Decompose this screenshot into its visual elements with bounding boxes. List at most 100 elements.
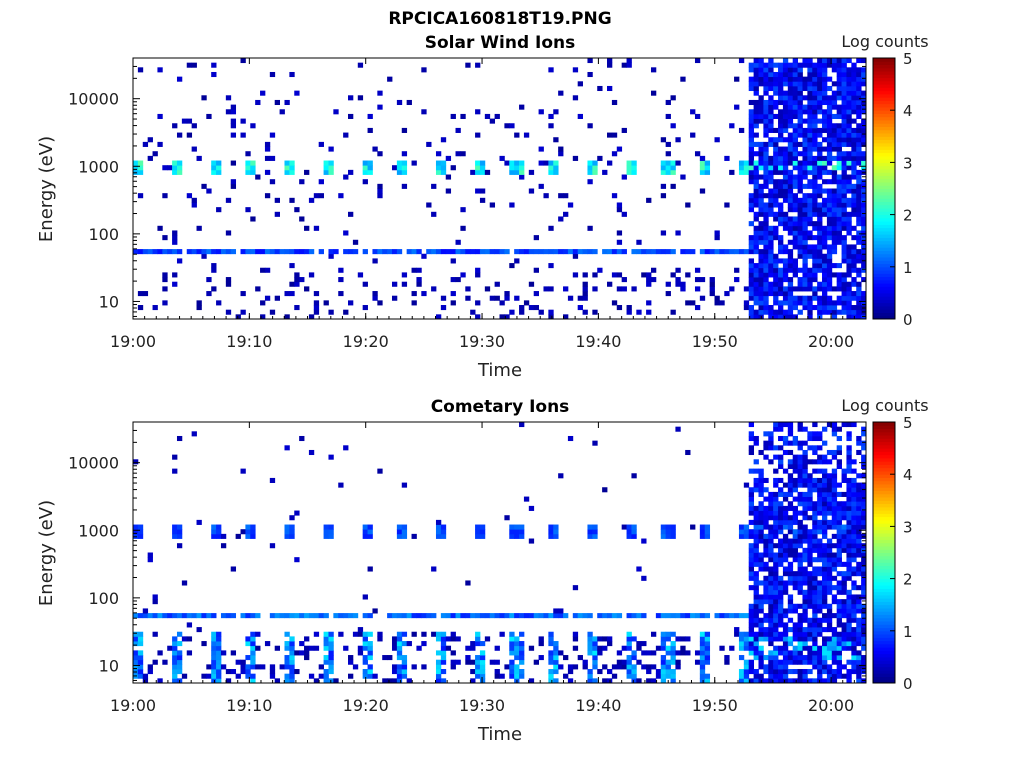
colorbar-step: [873, 523, 895, 527]
heatmap-cell: [763, 580, 769, 586]
heatmap-cell: [133, 613, 139, 619]
heatmap-cell: [699, 645, 706, 651]
heatmap-cell: [851, 85, 857, 92]
heatmap-cell: [851, 468, 857, 474]
heatmap-cell: [738, 160, 745, 166]
heatmap-cell: [861, 524, 867, 530]
heatmap-cell: [137, 529, 144, 535]
heatmap-cell: [856, 281, 862, 287]
heatmap-cell: [797, 281, 803, 287]
heatmap-cell: [680, 249, 686, 255]
colorbar-step: [873, 175, 895, 180]
heatmap-cell: [768, 617, 774, 623]
heatmap-cell: [841, 81, 847, 87]
heatmap-cell: [778, 435, 784, 442]
heatmap-cell: [812, 277, 818, 283]
colorbar-frame: [872, 57, 896, 320]
heatmap-cell: [548, 524, 554, 530]
heatmap-cell: [846, 463, 852, 470]
colorbar-step: [873, 286, 895, 291]
heatmap-cell: [631, 669, 637, 675]
heatmap-cell: [807, 62, 813, 68]
heatmap-cell: [758, 239, 764, 245]
heatmap-cell: [822, 197, 828, 203]
heatmap-cell: [861, 202, 867, 208]
heatmap-cell: [836, 309, 842, 315]
heatmap-cell: [699, 636, 706, 642]
heatmap-cell: [768, 104, 774, 110]
heatmap-cell: [748, 249, 755, 255]
heatmap-cell: [694, 613, 701, 619]
heatmap-cell: [792, 650, 798, 656]
heatmap-cell: [465, 580, 471, 586]
heatmap-cell: [435, 169, 442, 175]
heatmap-cell: [846, 431, 852, 437]
heatmap-cell: [387, 249, 393, 255]
heatmap-cell: [782, 286, 789, 292]
heatmap-cell: [743, 613, 750, 619]
heatmap-cell: [475, 529, 481, 535]
heatmap-cell: [787, 505, 794, 511]
heatmap-cell: [763, 109, 769, 115]
heatmap-cell: [763, 445, 769, 451]
heatmap-cell: [626, 645, 632, 651]
colorbar-tick-label: 0: [903, 311, 913, 329]
heatmap-cell: [787, 422, 794, 428]
heatmap-cell: [778, 71, 784, 78]
heatmap-cell: [519, 249, 525, 255]
heatmap-cell: [856, 67, 862, 73]
heatmap-cell: [401, 673, 408, 679]
heatmap-cell: [836, 459, 842, 465]
heatmap-cell: [176, 543, 183, 549]
colorbar-step: [873, 621, 895, 625]
heatmap-cell: [685, 613, 691, 619]
heatmap-cell: [401, 183, 408, 189]
heatmap-cell: [797, 678, 803, 684]
heatmap-cell: [548, 613, 554, 619]
heatmap-cell: [743, 533, 750, 539]
heatmap-cell: [626, 529, 632, 535]
heatmap-cell: [553, 160, 559, 166]
heatmap-cell: [328, 165, 334, 171]
heatmap-cell: [822, 585, 828, 591]
heatmap-cell: [851, 295, 857, 301]
heatmap-cell: [176, 659, 183, 665]
heatmap-cell: [362, 249, 368, 255]
heatmap-cell: [822, 239, 828, 245]
heatmap-cell: [817, 151, 823, 157]
heatmap-cell: [831, 207, 838, 213]
heatmap-cell: [753, 235, 759, 241]
colorbar-tick-label: 0: [903, 675, 913, 693]
heatmap-cell: [797, 95, 803, 101]
heatmap-cell: [440, 169, 447, 175]
heatmap-cell: [851, 155, 857, 161]
heatmap-cell: [778, 314, 784, 320]
heatmap-cell: [817, 650, 823, 656]
heatmap-cell: [861, 104, 867, 110]
heatmap-cell: [748, 613, 755, 619]
heatmap-cell: [250, 645, 256, 651]
heatmap-cell: [665, 160, 671, 166]
heatmap-cell: [396, 650, 403, 656]
heatmap-cell: [396, 678, 403, 684]
heatmap-cell: [763, 165, 769, 171]
heatmap-cell: [792, 286, 798, 292]
heatmap-cell: [753, 608, 759, 614]
heatmap-cell: [289, 515, 295, 521]
heatmap-cell: [792, 160, 798, 166]
heatmap-cell: [817, 603, 823, 609]
heatmap-cell: [699, 169, 706, 175]
heatmap-cell: [792, 62, 798, 68]
heatmap-cell: [289, 636, 295, 642]
heatmap-cell: [763, 216, 769, 222]
heatmap-cell: [348, 113, 354, 119]
heatmap-cell: [577, 613, 583, 619]
heatmap-cell: [856, 636, 862, 642]
heatmap-cell: [787, 249, 794, 255]
heatmap-cell: [753, 193, 759, 199]
colorbar-step: [873, 100, 895, 105]
heatmap-cell: [748, 529, 755, 535]
colorbar-step: [873, 142, 895, 147]
heatmap-cell: [836, 543, 842, 549]
heatmap-cell: [636, 566, 642, 572]
